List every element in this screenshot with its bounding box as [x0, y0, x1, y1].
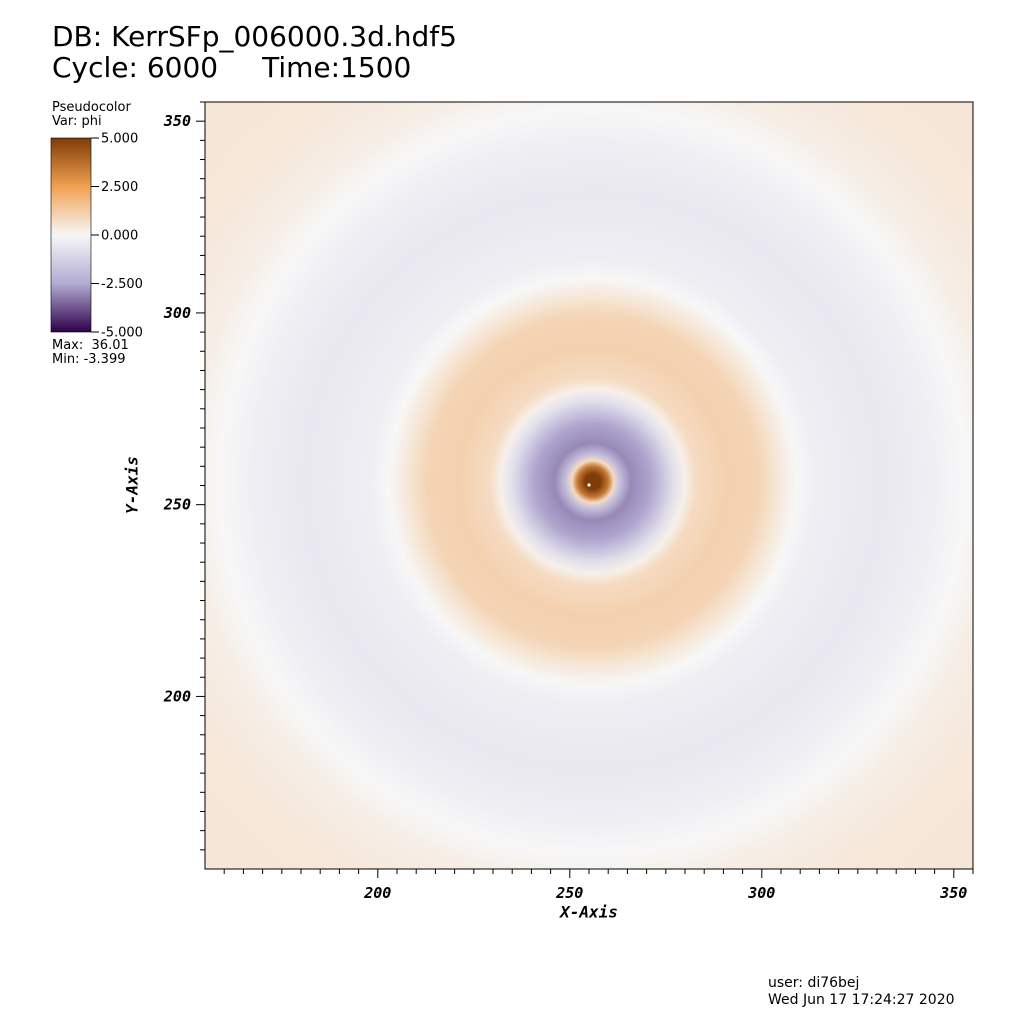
legend-min: Min: -3.399 — [52, 352, 126, 367]
center-point — [587, 483, 591, 487]
legend-plot-type: Pseudocolor — [52, 100, 131, 115]
x-tick-label: 250 — [555, 884, 583, 902]
x-axis-ticks: 200 250 300 350 — [223, 869, 974, 902]
database-title: DB: KerrSFp_006000.3d.hdf5 — [52, 20, 457, 53]
colorbar-tick-label: -2.500 — [101, 277, 143, 292]
legend-max: Max: 36.01 — [52, 338, 129, 353]
colorbar-tick-label: -5.000 — [101, 326, 143, 341]
y-axis-ticks: 200 250 300 350 — [163, 101, 205, 851]
x-tick-label: 200 — [363, 884, 391, 902]
colorbar-tick-label: 5.000 — [101, 132, 138, 147]
colorbar-tick-label: 2.500 — [101, 180, 138, 195]
x-axis-title: X-Axis — [560, 902, 618, 922]
footer-date: Wed Jun 17 17:24:27 2020 — [768, 992, 955, 1008]
legend-variable: Var: phi — [52, 114, 102, 129]
time-label: Time:1500 — [262, 51, 412, 84]
colorbar-tick-label: 0.000 — [101, 229, 138, 244]
x-tick-label: 300 — [747, 884, 775, 902]
y-tick-label: 300 — [163, 304, 191, 322]
cycle-label: Cycle: 6000 — [52, 51, 219, 84]
cycle-time-line: Cycle: 6000 Time:1500 — [52, 53, 411, 83]
y-tick-label: 200 — [163, 687, 191, 705]
x-tick-label: 350 — [939, 884, 967, 902]
y-axis-title: Y-Axis — [122, 456, 142, 514]
footer-user: user: di76bej — [768, 975, 860, 991]
colorbar — [51, 138, 91, 332]
y-tick-label: 350 — [163, 112, 191, 130]
y-tick-label: 250 — [163, 496, 191, 514]
colorbar-ticks: 5.000 2.500 0.000 -2.500 -5.000 — [91, 132, 143, 341]
